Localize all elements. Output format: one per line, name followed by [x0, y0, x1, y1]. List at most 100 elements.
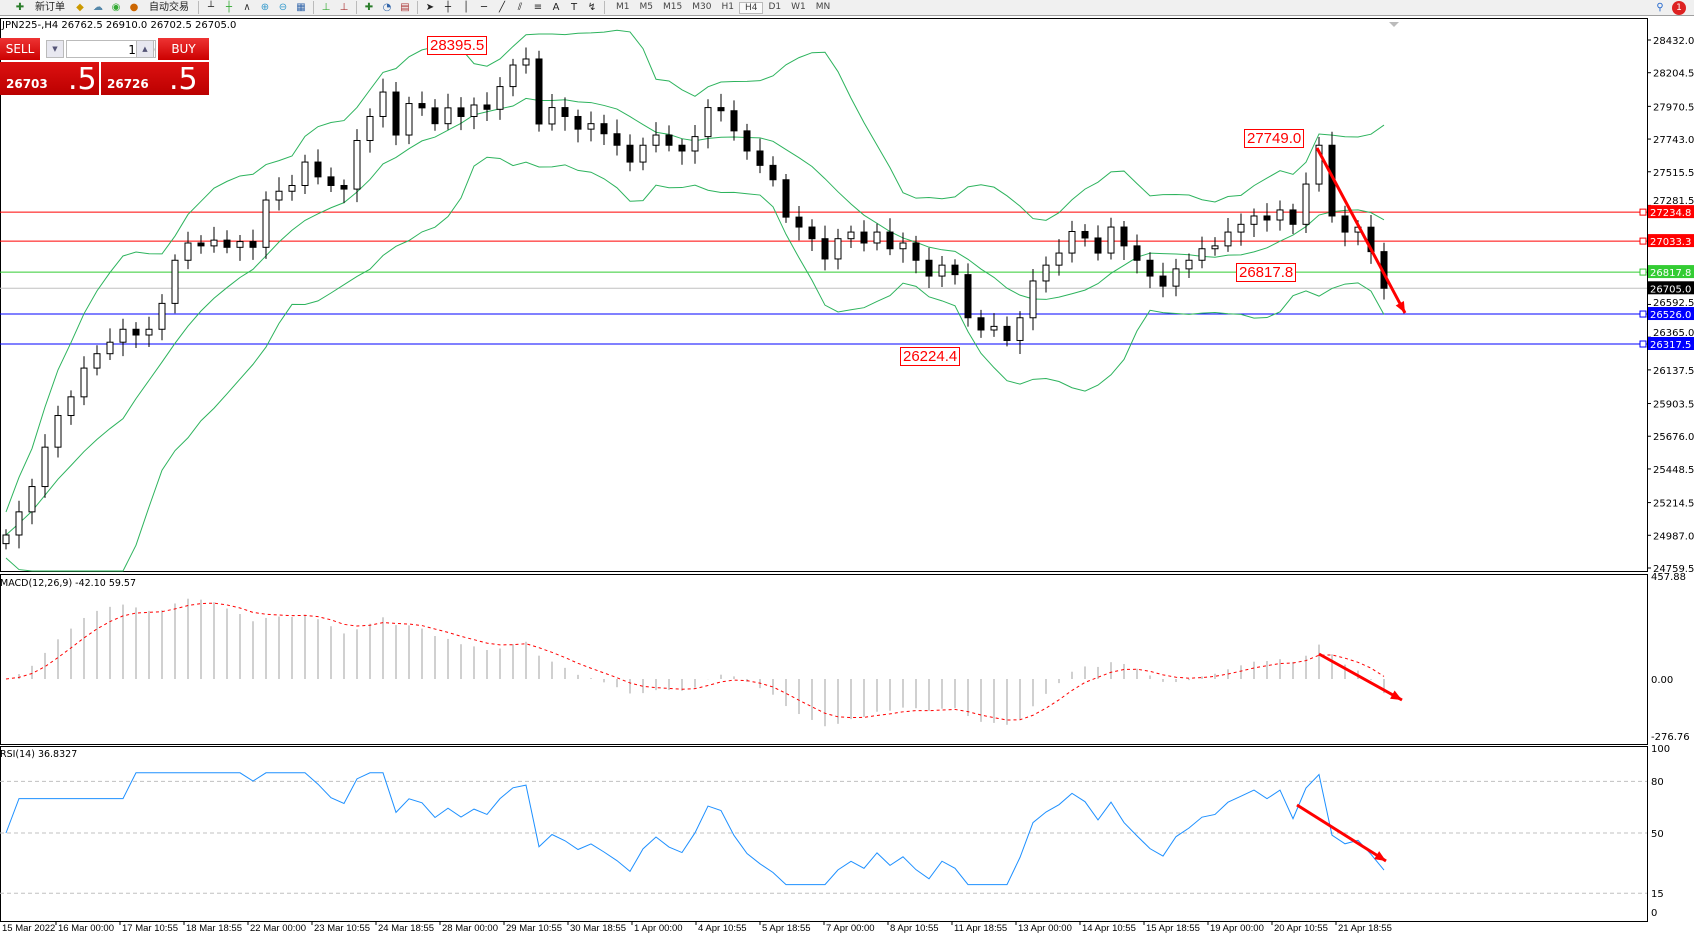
price-tick-label: 27970.5 [1653, 102, 1694, 113]
rsi-pane-frame [0, 746, 1648, 922]
auto-scroll-icon[interactable]: ⊥ [321, 1, 331, 13]
gold-icon[interactable]: ◆ [76, 1, 84, 13]
candle-body [782, 179, 790, 218]
cursor-icon[interactable]: ➤ [425, 1, 435, 13]
candle-body [340, 184, 348, 190]
candle-body [145, 328, 153, 336]
candle-body [808, 226, 816, 240]
candle-body [834, 238, 842, 260]
bar-chart-icon[interactable]: ┴ [207, 1, 215, 13]
sell-price-button[interactable]: 26703 .5 [0, 62, 99, 97]
time-tick-label: 22 Mar 00:00 [250, 923, 306, 933]
annotation-support[interactable]: 26817.8 [1236, 263, 1297, 282]
timeframe-w1[interactable]: W1 [791, 1, 806, 12]
price-tick-label: 25448.5 [1653, 465, 1694, 476]
timeframe-m15[interactable]: M15 [663, 1, 683, 12]
candle-body [1107, 226, 1115, 254]
annotation-low[interactable]: 26224.4 [900, 347, 961, 366]
time-tick-label: 21 Apr 18:55 [1338, 923, 1392, 933]
buy-price-button[interactable]: 26726 .5 [101, 62, 209, 97]
one-click-trading-panel: SELL ▼ 1.00 ▲ BUY 26703 .5 26726 .5 [0, 38, 209, 97]
trendline-icon[interactable]: ╱ [498, 1, 506, 13]
buy-price-main: 26726 [107, 77, 149, 91]
candle-body [327, 176, 335, 186]
rsi-label: RSI(14) 36.8327 [0, 749, 78, 760]
candle-body [236, 241, 244, 248]
lot-decrease-button[interactable]: ▼ [46, 40, 64, 58]
candle-body [1081, 231, 1089, 239]
candle-body [80, 367, 88, 398]
chart-shift-icon[interactable]: ⊥ [339, 1, 349, 13]
separator [313, 1, 314, 14]
timeframe-m5[interactable]: M5 [639, 1, 654, 12]
time-tick-label: 29 Mar 10:55 [506, 923, 562, 933]
tile-windows-icon[interactable]: ▦ [296, 1, 306, 13]
periods-icon[interactable]: ◔ [382, 1, 392, 13]
annotation-high[interactable]: 28395.5 [427, 36, 488, 55]
zoom-in-icon[interactable]: ⊕ [260, 1, 270, 13]
timeframe-h1[interactable]: H1 [721, 1, 734, 12]
fibonacci-icon[interactable]: ≡ [533, 1, 543, 13]
candle-body [223, 239, 231, 248]
vertical-line-icon[interactable]: │ [462, 1, 470, 13]
templates-icon[interactable]: ▤ [400, 1, 410, 13]
candlestick-icon[interactable]: ┼ [225, 1, 233, 13]
timeframe-mn[interactable]: MN [815, 1, 831, 12]
bollinger-upper [5, 29, 1385, 513]
crosshair-icon[interactable]: ┼ [444, 1, 452, 13]
candle-body [769, 164, 777, 181]
buy-price-big: .5 [169, 62, 198, 97]
candle-body [1133, 245, 1141, 261]
signal-icon[interactable]: ◉ [111, 1, 121, 13]
timeframe-m30[interactable]: M30 [692, 1, 712, 12]
candle-body [158, 302, 166, 330]
timeframe-d1[interactable]: D1 [768, 1, 782, 12]
candle-body [548, 107, 556, 125]
candle-body [444, 107, 452, 125]
candle-body [93, 353, 101, 369]
candle-body [470, 104, 478, 117]
search-icon[interactable]: ⚲ [1656, 1, 1664, 13]
channel-icon[interactable]: ⫽ [517, 1, 523, 13]
candle-body [197, 242, 205, 247]
buy-button[interactable]: BUY [158, 38, 209, 60]
annotation-swing-high[interactable]: 27749.0 [1244, 129, 1305, 148]
toolbar: ✚ 新订单 ◆ ☁ ◉ ● 自动交易 ┴ ┼ ∧ ⊕ ⊖ ▦ ⊥ ⊥ ✚ ◔ ▤… [0, 0, 1694, 16]
time-tick-label: 13 Apr 00:00 [1018, 923, 1072, 933]
candle-body [1250, 215, 1258, 225]
time-tick-label: 11 Apr 18:55 [954, 923, 1007, 933]
time-tick-label: 19 Apr 00:00 [1210, 923, 1264, 933]
cloud-icon[interactable]: ☁ [93, 1, 103, 13]
arrows-icon[interactable]: ↯ [587, 1, 597, 13]
lot-increase-button[interactable]: ▲ [136, 40, 154, 58]
candle-body [67, 396, 75, 417]
separator [417, 1, 418, 14]
price-tick-label: 25214.5 [1653, 499, 1694, 510]
horizontal-line-icon[interactable]: ─ [480, 1, 488, 13]
candle-body [1029, 280, 1037, 319]
indicators-icon[interactable]: ✚ [364, 1, 374, 13]
new-order-button[interactable]: 新订单 [35, 1, 65, 13]
timeframe-m1[interactable]: M1 [616, 1, 630, 12]
time-tick-label: 7 Apr 00:00 [826, 923, 875, 933]
candle-body [1185, 259, 1193, 270]
line-chart-icon[interactable]: ∧ [243, 1, 251, 13]
rsi-tick-label: 0 [1651, 908, 1657, 919]
label-icon[interactable]: T [570, 1, 578, 13]
price-label-box [1648, 281, 1694, 295]
sell-button[interactable]: SELL [0, 38, 40, 60]
candle-body [912, 242, 920, 261]
candle-body [1172, 268, 1180, 287]
timeframe-h4[interactable]: H4 [738, 1, 764, 14]
candle-body [730, 110, 738, 132]
auto-trading-button[interactable]: 自动交易 [149, 1, 189, 13]
notification-badge[interactable]: 1 [1672, 0, 1686, 15]
candle-body [704, 107, 712, 138]
zoom-out-icon[interactable]: ⊖ [278, 1, 288, 13]
text-icon[interactable]: A [552, 1, 560, 13]
macd-tick-label: 457.88 [1651, 572, 1686, 583]
price-tick-label: 24987.0 [1653, 531, 1694, 542]
candle-body [418, 103, 426, 109]
candle-body [639, 144, 647, 163]
